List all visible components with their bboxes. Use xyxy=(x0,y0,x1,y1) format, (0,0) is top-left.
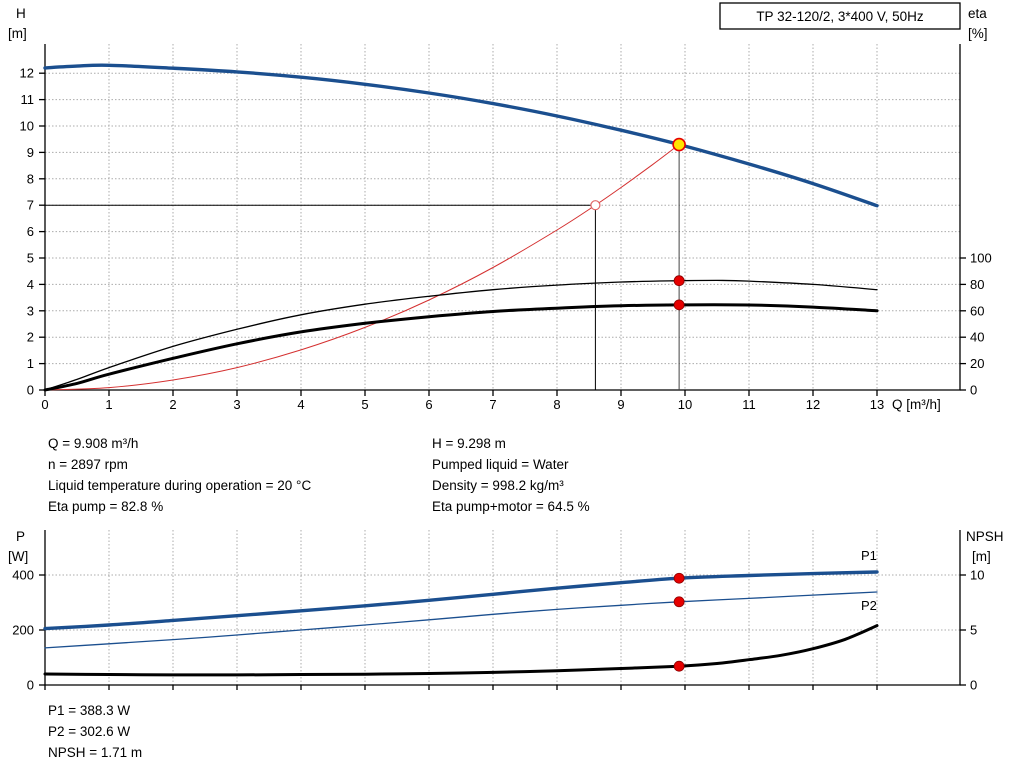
requested-point-marker xyxy=(590,200,601,211)
power-duty-marker xyxy=(673,596,685,608)
h-tick-label: 1 xyxy=(27,356,34,371)
duty-info-left-column: Q = 9.908 m³/h n = 2897 rpm Liquid tempera… xyxy=(48,433,428,517)
h-tick-label: 0 xyxy=(27,383,34,398)
h-tick-label: 5 xyxy=(27,251,34,266)
info-line: Eta pump+motor = 64.5 % xyxy=(432,499,590,514)
info-line: P2 = 302.6 W xyxy=(48,724,131,739)
eta-axis-name: eta xyxy=(968,6,987,21)
npsh-tick-label: 0 xyxy=(970,678,977,693)
q-tick-label: 7 xyxy=(489,397,496,412)
eta-tick-label: 80 xyxy=(970,277,984,292)
info-line: H = 9.298 m xyxy=(432,436,506,451)
h-tick-label: 7 xyxy=(27,198,34,213)
q-tick-label: 5 xyxy=(361,397,368,412)
curve-NPSH-curve xyxy=(43,624,879,677)
eta-duty-marker xyxy=(673,275,685,287)
npsh-tick-label: 5 xyxy=(970,623,977,638)
info-line: P1 = 388.3 W xyxy=(48,703,131,718)
npsh-axis-unit: [m] xyxy=(972,549,991,564)
hq-axes xyxy=(44,44,961,391)
q-tick-label: 3 xyxy=(233,397,240,412)
power-axis-name: P xyxy=(16,529,25,544)
eta-tick-label: 0 xyxy=(970,383,977,398)
q-tick-label: 2 xyxy=(169,397,176,412)
series-label-P2: P2 xyxy=(861,598,877,613)
title-box: TP 32-120/2, 3*400 V, 50Hz xyxy=(719,2,961,30)
pump-title: TP 32-120/2, 3*400 V, 50Hz xyxy=(756,9,924,24)
q-tick-label: 6 xyxy=(425,397,432,412)
power-axis-unit: [W] xyxy=(8,549,28,564)
q-tick-label: 4 xyxy=(297,397,304,412)
head-axis-name: H xyxy=(16,6,26,21)
eta-tick-label: 40 xyxy=(970,330,984,345)
curve-system-curve xyxy=(44,144,680,391)
curve-eta-pump-motor-curve xyxy=(43,303,879,392)
q-tick-label: 12 xyxy=(806,397,820,412)
curve-eta-pump-curve xyxy=(44,279,878,391)
p-tick-label: 200 xyxy=(12,623,34,638)
npsh-tick-label: 10 xyxy=(970,568,984,583)
h-tick-label: 8 xyxy=(27,171,34,186)
p-tick-label: 0 xyxy=(27,678,34,693)
h-tick-label: 4 xyxy=(27,277,34,292)
h-tick-label: 6 xyxy=(27,224,34,239)
curve-P2-power-curve xyxy=(44,591,878,649)
h-tick-label: 11 xyxy=(21,92,35,107)
info-line: Density = 998.2 kg/m³ xyxy=(432,478,564,493)
power-axes xyxy=(44,530,961,686)
q-tick-label: 1 xyxy=(105,397,112,412)
q-tick-label: 11 xyxy=(742,397,756,412)
q-tick-label: 0 xyxy=(41,397,48,412)
head-axis-unit: [m] xyxy=(8,26,27,41)
duty-point-marker xyxy=(672,137,686,152)
h-tick-label: 2 xyxy=(27,330,34,345)
info-line: Eta pump = 82.8 % xyxy=(48,499,164,514)
title-box-frame xyxy=(719,2,961,30)
eta-tick-label: 60 xyxy=(970,303,984,318)
series-label-P1: P1 xyxy=(861,548,877,563)
npsh-axis-name: NPSH xyxy=(966,529,1004,544)
info-line: Q = 9.908 m³/h xyxy=(48,436,139,451)
curve-P1-power-curve xyxy=(43,570,879,631)
info-line: Liquid temperature during operation = 20… xyxy=(48,478,312,493)
q-tick-label: 13 xyxy=(870,397,884,412)
eta-duty-marker xyxy=(673,299,685,311)
eta-tick-label: 20 xyxy=(970,356,984,371)
info-line: n = 2897 rpm xyxy=(48,457,128,472)
power-npsh-chart: 0 200 400 0 5 10 P1 P2 xyxy=(12,530,984,693)
duty-info-right-column: H = 9.298 m Pumped liquid = Water Density … xyxy=(432,433,832,517)
info-line: NPSH = 1.71 m xyxy=(48,745,143,760)
q-tick-label: 9 xyxy=(617,397,624,412)
curve-pump-head-curve xyxy=(43,63,879,208)
power-duty-marker xyxy=(673,572,685,584)
power-duty-marker xyxy=(673,660,685,672)
info-line: Pumped liquid = Water xyxy=(432,457,569,472)
q-tick-label: 8 xyxy=(553,397,560,412)
eta-axis-unit: [%] xyxy=(968,26,988,41)
flow-axis-label: Q [m³/h] xyxy=(892,397,941,412)
q-tick-label: 10 xyxy=(678,397,692,412)
h-tick-label: 3 xyxy=(27,303,34,318)
h-tick-label: 12 xyxy=(20,66,34,81)
h-tick-label: 9 xyxy=(27,145,34,160)
eta-tick-label: 100 xyxy=(970,251,992,266)
p-tick-label: 400 xyxy=(12,568,34,583)
h-tick-label: 10 xyxy=(20,119,34,134)
power-result-block: P1 = 388.3 W P2 = 302.6 W NPSH = 1.71 m xyxy=(48,700,428,763)
